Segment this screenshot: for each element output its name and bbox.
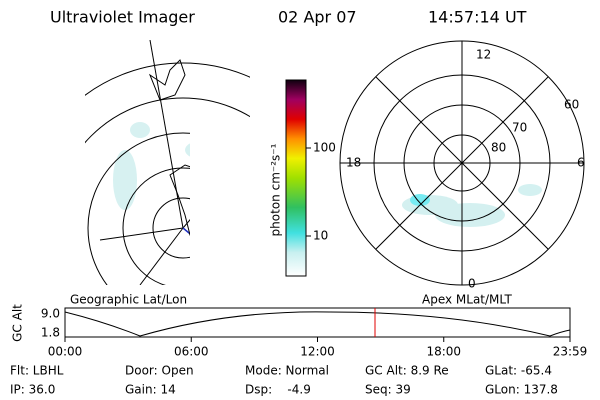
info-field: Gain: 14 bbox=[125, 383, 176, 397]
mlt-label: 18 bbox=[346, 156, 361, 170]
info-field: GLat: -65.4 bbox=[485, 364, 552, 378]
timeline-x-tick-label: 12:00 bbox=[300, 345, 335, 359]
info-field: Mode: Normal bbox=[245, 364, 329, 378]
timeline-x-tick-label: 23:59 bbox=[553, 345, 588, 359]
polar-plot bbox=[339, 40, 585, 286]
mlt-label: 6 bbox=[577, 156, 585, 170]
mlat-label: 80 bbox=[491, 141, 506, 155]
info-field: GLon: 137.8 bbox=[485, 383, 558, 397]
info-field: Seq: 39 bbox=[365, 383, 411, 397]
colorbar-tick: 100 bbox=[313, 141, 336, 155]
timeline-x-tick-label: 06:00 bbox=[174, 345, 209, 359]
info-field: Flt: LBHL bbox=[10, 364, 64, 378]
timeline-axis-label: GC Alt bbox=[11, 304, 25, 342]
timeline-x-tick-label: 18:00 bbox=[426, 345, 461, 359]
date: 02 Apr 07 bbox=[278, 8, 357, 27]
altitude-curve bbox=[64, 311, 571, 337]
info-field: Dsp: -4.9 bbox=[245, 383, 311, 397]
mlt-label: 0 bbox=[468, 277, 476, 291]
timeline-y-tick: 1.8 bbox=[41, 326, 60, 340]
colorbar-unit: photon cm⁻²s⁻¹ bbox=[269, 143, 283, 236]
colorbar-tick: 10 bbox=[313, 229, 328, 243]
info-field: GC Alt: 8.9 Re bbox=[365, 364, 449, 378]
mlat-label: 60 bbox=[564, 98, 579, 112]
colorbar bbox=[285, 79, 307, 277]
geo-label: Geographic Lat/Lon bbox=[70, 293, 187, 307]
mlt-label: 12 bbox=[476, 48, 491, 62]
info-field: IP: 36.0 bbox=[10, 383, 55, 397]
mlat-label: 70 bbox=[512, 121, 527, 135]
apex-label: Apex MLat/MLT bbox=[422, 293, 512, 307]
timeline-x-tick-label: 00:00 bbox=[48, 345, 83, 359]
time: 14:57:14 UT bbox=[428, 8, 527, 27]
info-field: Door: Open bbox=[125, 364, 194, 378]
instrument: Ultraviolet Imager bbox=[50, 8, 195, 27]
timeline-y-tick: 9.0 bbox=[41, 307, 60, 321]
